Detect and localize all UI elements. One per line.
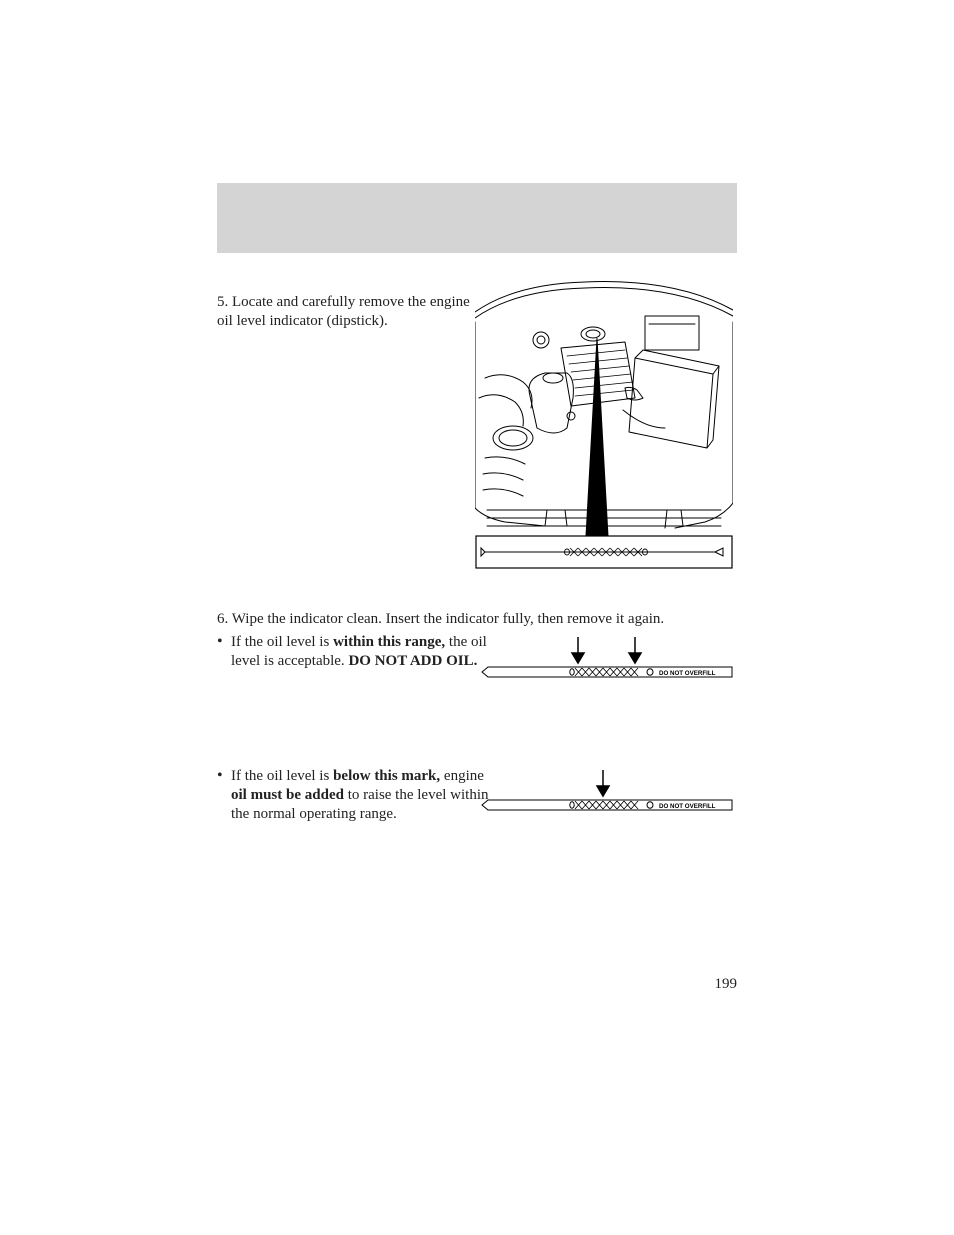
b1-lead: If the oil level is (231, 634, 333, 650)
step-5-text: 5. Locate and carefully remove the engin… (217, 293, 472, 331)
dipstick-label: DO NOT OVERFILL (659, 803, 716, 810)
page-number: 199 (217, 976, 737, 993)
bullet-1: • If the oil level is within this range,… (217, 633, 497, 671)
header-band (217, 183, 737, 253)
b2-bold1: below this mark, (333, 768, 440, 784)
bullet-dot: • (217, 633, 231, 671)
engine-illustration (475, 278, 733, 578)
b1-bold1: within this range, (333, 634, 445, 650)
dipstick-label: DO NOT OVERFILL (659, 670, 716, 677)
b2-lead: If the oil level is (231, 768, 333, 784)
b2-bold2: oil must be added (231, 787, 344, 803)
bullet-2-text: If the oil level is below this mark, eng… (231, 767, 497, 823)
b1-bold2: DO NOT ADD OIL. (348, 653, 477, 669)
bullet-2: • If the oil level is below this mark, e… (217, 767, 497, 823)
b2-mid1: engine (440, 768, 484, 784)
bullet-dot: • (217, 767, 231, 823)
page: 5. Locate and carefully remove the engin… (0, 0, 954, 1235)
dipstick-diagram-low: DO NOT OVERFILL (480, 768, 734, 823)
bullet-1-text: If the oil level is within this range, t… (231, 633, 497, 671)
step-6-text: 6. Wipe the indicator clean. Insert the … (217, 610, 737, 629)
dipstick-diagram-range: DO NOT OVERFILL (480, 635, 734, 690)
